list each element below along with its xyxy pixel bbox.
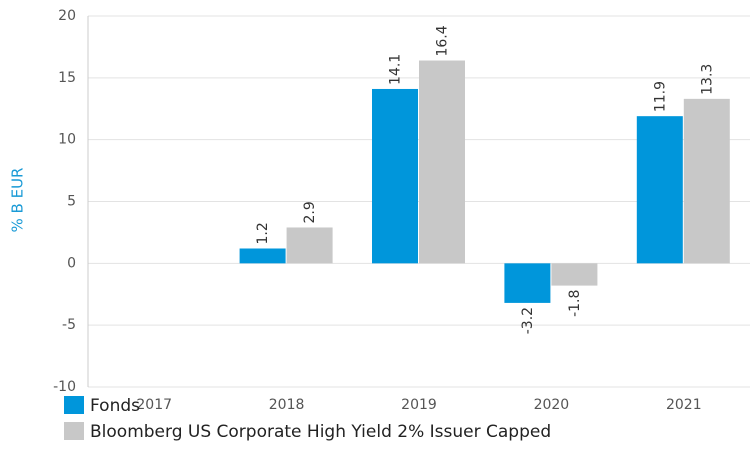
legend-swatch bbox=[64, 422, 84, 440]
data-label: 11.9 bbox=[652, 81, 668, 112]
y-tick-label: 0 bbox=[67, 255, 76, 271]
legend: Bloomberg US Corporate High Yield 2% Iss… bbox=[90, 422, 551, 442]
data-label: 13.3 bbox=[699, 64, 715, 95]
x-tick-label: 2017 bbox=[136, 397, 172, 413]
legend-swatch bbox=[64, 396, 84, 414]
bar bbox=[551, 263, 598, 286]
x-tick-label: 2020 bbox=[534, 397, 570, 413]
y-tick-label: 15 bbox=[58, 70, 76, 86]
data-label: 1.2 bbox=[255, 222, 271, 244]
bar bbox=[286, 227, 333, 264]
x-tick-label: 2019 bbox=[401, 397, 437, 413]
bar bbox=[504, 263, 551, 303]
y-tick-label: -5 bbox=[62, 317, 76, 333]
x-tick-label: 2021 bbox=[666, 397, 702, 413]
data-label: -1.8 bbox=[567, 290, 583, 317]
legend: Fonds bbox=[90, 396, 140, 416]
data-label: 14.1 bbox=[388, 54, 404, 85]
y-tick-label: -10 bbox=[53, 379, 76, 395]
x-tick-label: 2018 bbox=[269, 397, 305, 413]
y-tick-label: 10 bbox=[58, 132, 76, 148]
data-label: 16.4 bbox=[435, 25, 451, 56]
y-axis-label: % B EUR bbox=[9, 168, 27, 233]
bar bbox=[683, 98, 730, 264]
y-tick-label: 5 bbox=[67, 194, 76, 210]
data-label: 2.9 bbox=[302, 201, 318, 223]
y-tick-label: 20 bbox=[58, 8, 76, 24]
bar bbox=[636, 116, 683, 264]
bar bbox=[419, 60, 465, 264]
bar bbox=[239, 248, 286, 264]
data-label: -3.2 bbox=[520, 307, 536, 334]
bar bbox=[372, 88, 418, 264]
